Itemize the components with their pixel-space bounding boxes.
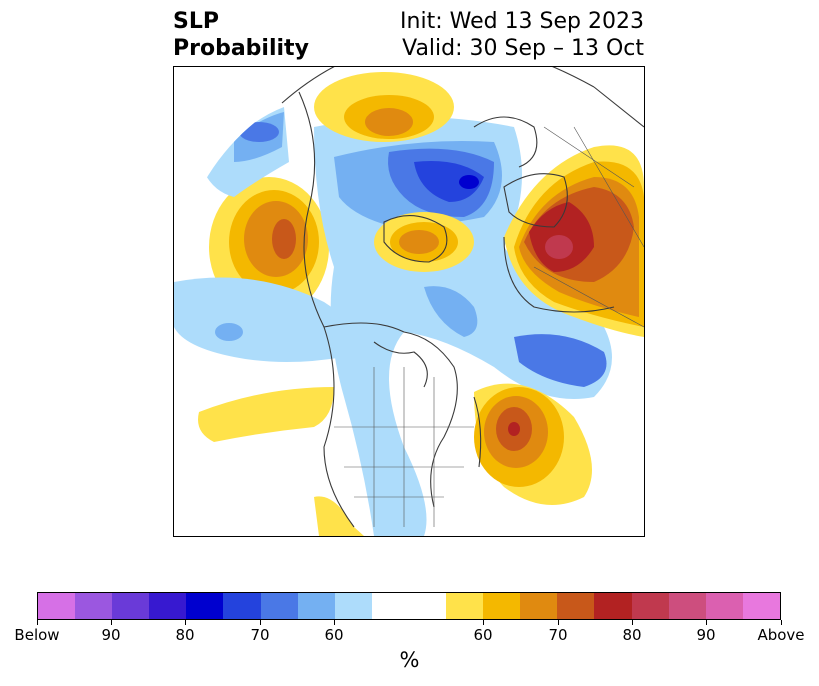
colorbar-segment <box>260 593 298 619</box>
colorbar-segment <box>742 593 780 619</box>
colorbar-segment <box>520 593 558 619</box>
colorbar-segment <box>149 593 187 619</box>
colorbar-tick-label: 70 <box>250 626 270 644</box>
colorbar-segment <box>557 593 595 619</box>
colorbar-segment <box>483 593 521 619</box>
colorbar-unit-label: % <box>399 648 420 672</box>
colorbar-tick-mark <box>558 620 559 625</box>
colorbar-segment <box>371 593 447 619</box>
colorbar-segment <box>594 593 632 619</box>
pacific-below-anomaly <box>174 107 351 362</box>
colorbar <box>37 592 781 620</box>
eurasia-above-anomaly <box>504 145 644 337</box>
colorbar-segment <box>705 593 743 619</box>
colorbar-tick-mark <box>483 620 484 625</box>
colorbar-segment <box>186 593 224 619</box>
colorbar-tick-mark <box>111 620 112 625</box>
colorbar-segment <box>112 593 150 619</box>
colorbar-segment <box>668 593 706 619</box>
map-svg <box>174 67 644 536</box>
colorbar-tick-mark <box>781 620 782 625</box>
gulf-above-anomaly <box>314 496 364 536</box>
atlantic-above-anomaly <box>474 383 592 505</box>
colorbar-tick-mark <box>334 620 335 625</box>
colorbar-ticks: Below 90 80 70 60 60 70 80 90 Above <box>0 626 819 646</box>
colorbar-tick-mark <box>632 620 633 625</box>
title-line-1: SLP <box>173 9 219 34</box>
colorbar-segment <box>297 593 335 619</box>
central-above-anomaly <box>314 72 474 272</box>
title-line-2: Probability <box>173 36 309 61</box>
colorbar-tick-label: 70 <box>548 626 568 644</box>
colorbar-tick-label: 60 <box>324 626 344 644</box>
colorbar-segment <box>75 593 113 619</box>
coastlines <box>281 67 644 528</box>
map-title: SLP Probability <box>173 8 309 62</box>
colorbar-tick-label: Below <box>14 626 60 644</box>
colorbar-segment <box>38 593 76 619</box>
colorbar-tick-label: 60 <box>473 626 493 644</box>
valid-range: Valid: 30 Sep – 13 Oct <box>402 36 644 61</box>
colorbar-tick-label: Above <box>757 626 805 644</box>
colorbar-tick-label: 90 <box>696 626 716 644</box>
colorbar-segment <box>631 593 669 619</box>
colorbar-tick-label: 80 <box>622 626 642 644</box>
colorbar-tick-label: 80 <box>175 626 195 644</box>
colorbar-segment <box>446 593 484 619</box>
forecast-dates: Init: Wed 13 Sep 2023 Valid: 30 Sep – 13… <box>400 8 644 62</box>
borders <box>334 126 644 527</box>
colorbar-tick-mark <box>260 620 261 625</box>
colorbar-segment <box>334 593 372 619</box>
colorbar-tick-mark <box>37 620 38 625</box>
colorbar-tick-mark <box>185 620 186 625</box>
probability-map <box>173 66 645 537</box>
colorbar-tick-label: 90 <box>101 626 121 644</box>
init-date: Init: Wed 13 Sep 2023 <box>400 9 644 34</box>
colorbar-segment <box>223 593 261 619</box>
subtropical-above-anomaly <box>198 387 334 442</box>
colorbar-tick-mark <box>706 620 707 625</box>
